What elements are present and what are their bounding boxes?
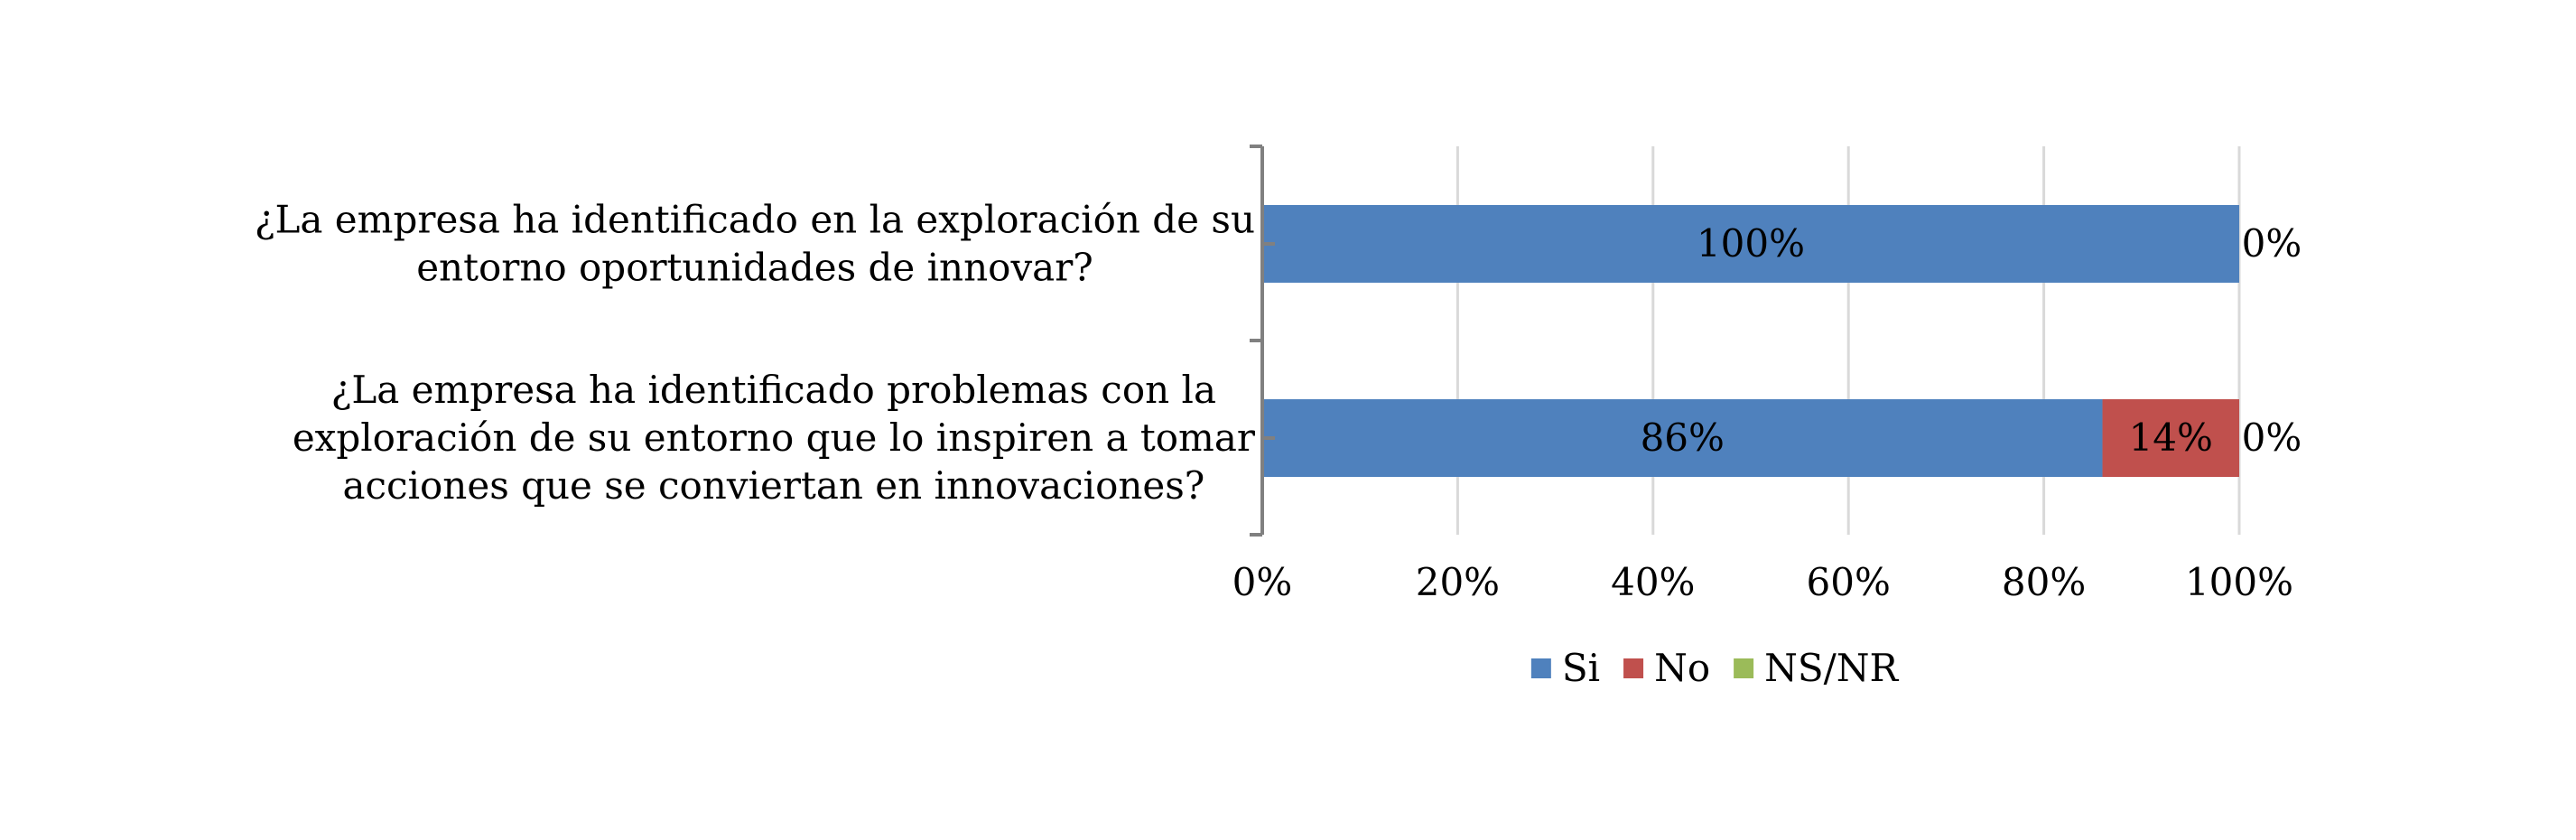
legend-swatch [1734,658,1754,678]
category-label-line: exploración de su entorno que lo inspire… [293,415,1256,460]
x-tick-label: 40% [1611,560,1695,604]
data-label: 0% [2242,415,2302,460]
data-label: 0% [2242,221,2302,266]
bar-segment-si [1262,205,2239,283]
x-tick-label: 100% [2185,560,2293,604]
x-tick-labels: 0% 20% 40% 60% 80% 100% [1232,560,2293,604]
legend-label: No [1654,646,1710,690]
data-label: 86% [1641,415,1725,460]
category-label-line: acciones que se conviertan en innovacion… [342,463,1204,508]
legend-label: Si [1562,646,1600,690]
bars [1262,205,2239,477]
legend-item: No [1623,646,1710,690]
legend-swatch [1530,658,1551,678]
x-tick-label: 80% [2002,560,2086,604]
x-tick-label: 0% [1232,560,1293,604]
legend-item: Si [1530,646,1600,690]
legend: Si No NS/NR [1530,646,1900,690]
bar-segment-si [1262,399,2103,477]
x-tick-label: 60% [1807,560,1891,604]
legend-swatch [1623,658,1644,678]
data-label: 14% [2129,415,2213,460]
legend-label: NS/NR [1764,646,1899,690]
category-label-line: entorno oportunidades de innovar? [416,246,1093,290]
legend-item: NS/NR [1734,646,1900,690]
category-labels: ¿La empresa ha identificado en la explor… [255,198,1256,509]
x-tick-label: 20% [1416,560,1500,604]
category-label-line: ¿La empresa ha identificado en la explor… [255,198,1255,242]
data-label: 100% [1697,221,1805,266]
bar-segment-no [2102,399,2239,477]
category-label-line: ¿La empresa ha identificado problemas co… [331,368,1216,412]
category-axis [1250,145,1275,537]
data-labels: 100% 0% 86% 14% 0% [1641,221,2302,460]
